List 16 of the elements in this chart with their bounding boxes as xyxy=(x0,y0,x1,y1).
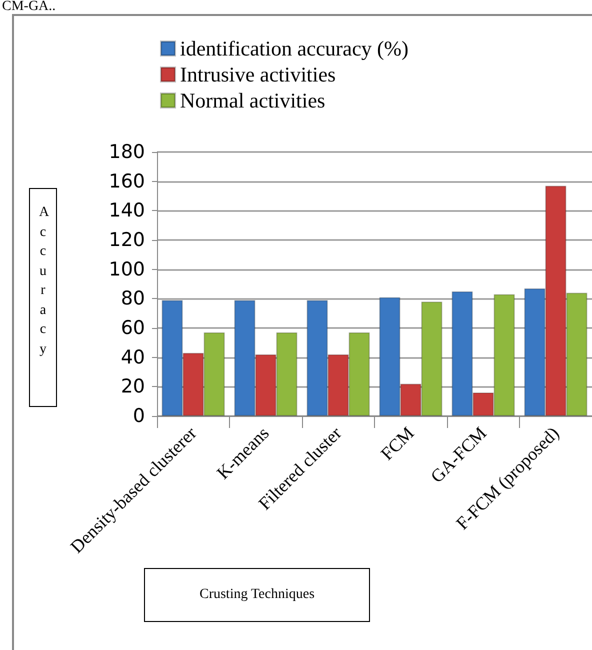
y-tick-label: 20 xyxy=(120,376,145,398)
y-tick-label: 0 xyxy=(132,405,145,427)
y-tick-label: 120 xyxy=(108,229,145,251)
legend-label: identification accuracy (%) xyxy=(180,36,409,60)
text: CM-GA.. xyxy=(2,0,56,14)
legend-label: Normal activities xyxy=(180,88,326,112)
legend-label: Intrusive activities xyxy=(180,62,336,86)
y-axis-title: Accuracy xyxy=(39,204,50,358)
y-tick-label: 80 xyxy=(120,288,145,310)
y-tick-label: 100 xyxy=(108,258,145,280)
y-tick-label: 140 xyxy=(108,200,145,222)
y-tick-label: 160 xyxy=(108,170,145,192)
y-tick-label: 180 xyxy=(108,141,145,163)
x-axis-title: Crusting Techniques xyxy=(144,568,370,622)
y-tick-label: 40 xyxy=(120,346,145,368)
y-tick-label: 60 xyxy=(120,317,145,339)
